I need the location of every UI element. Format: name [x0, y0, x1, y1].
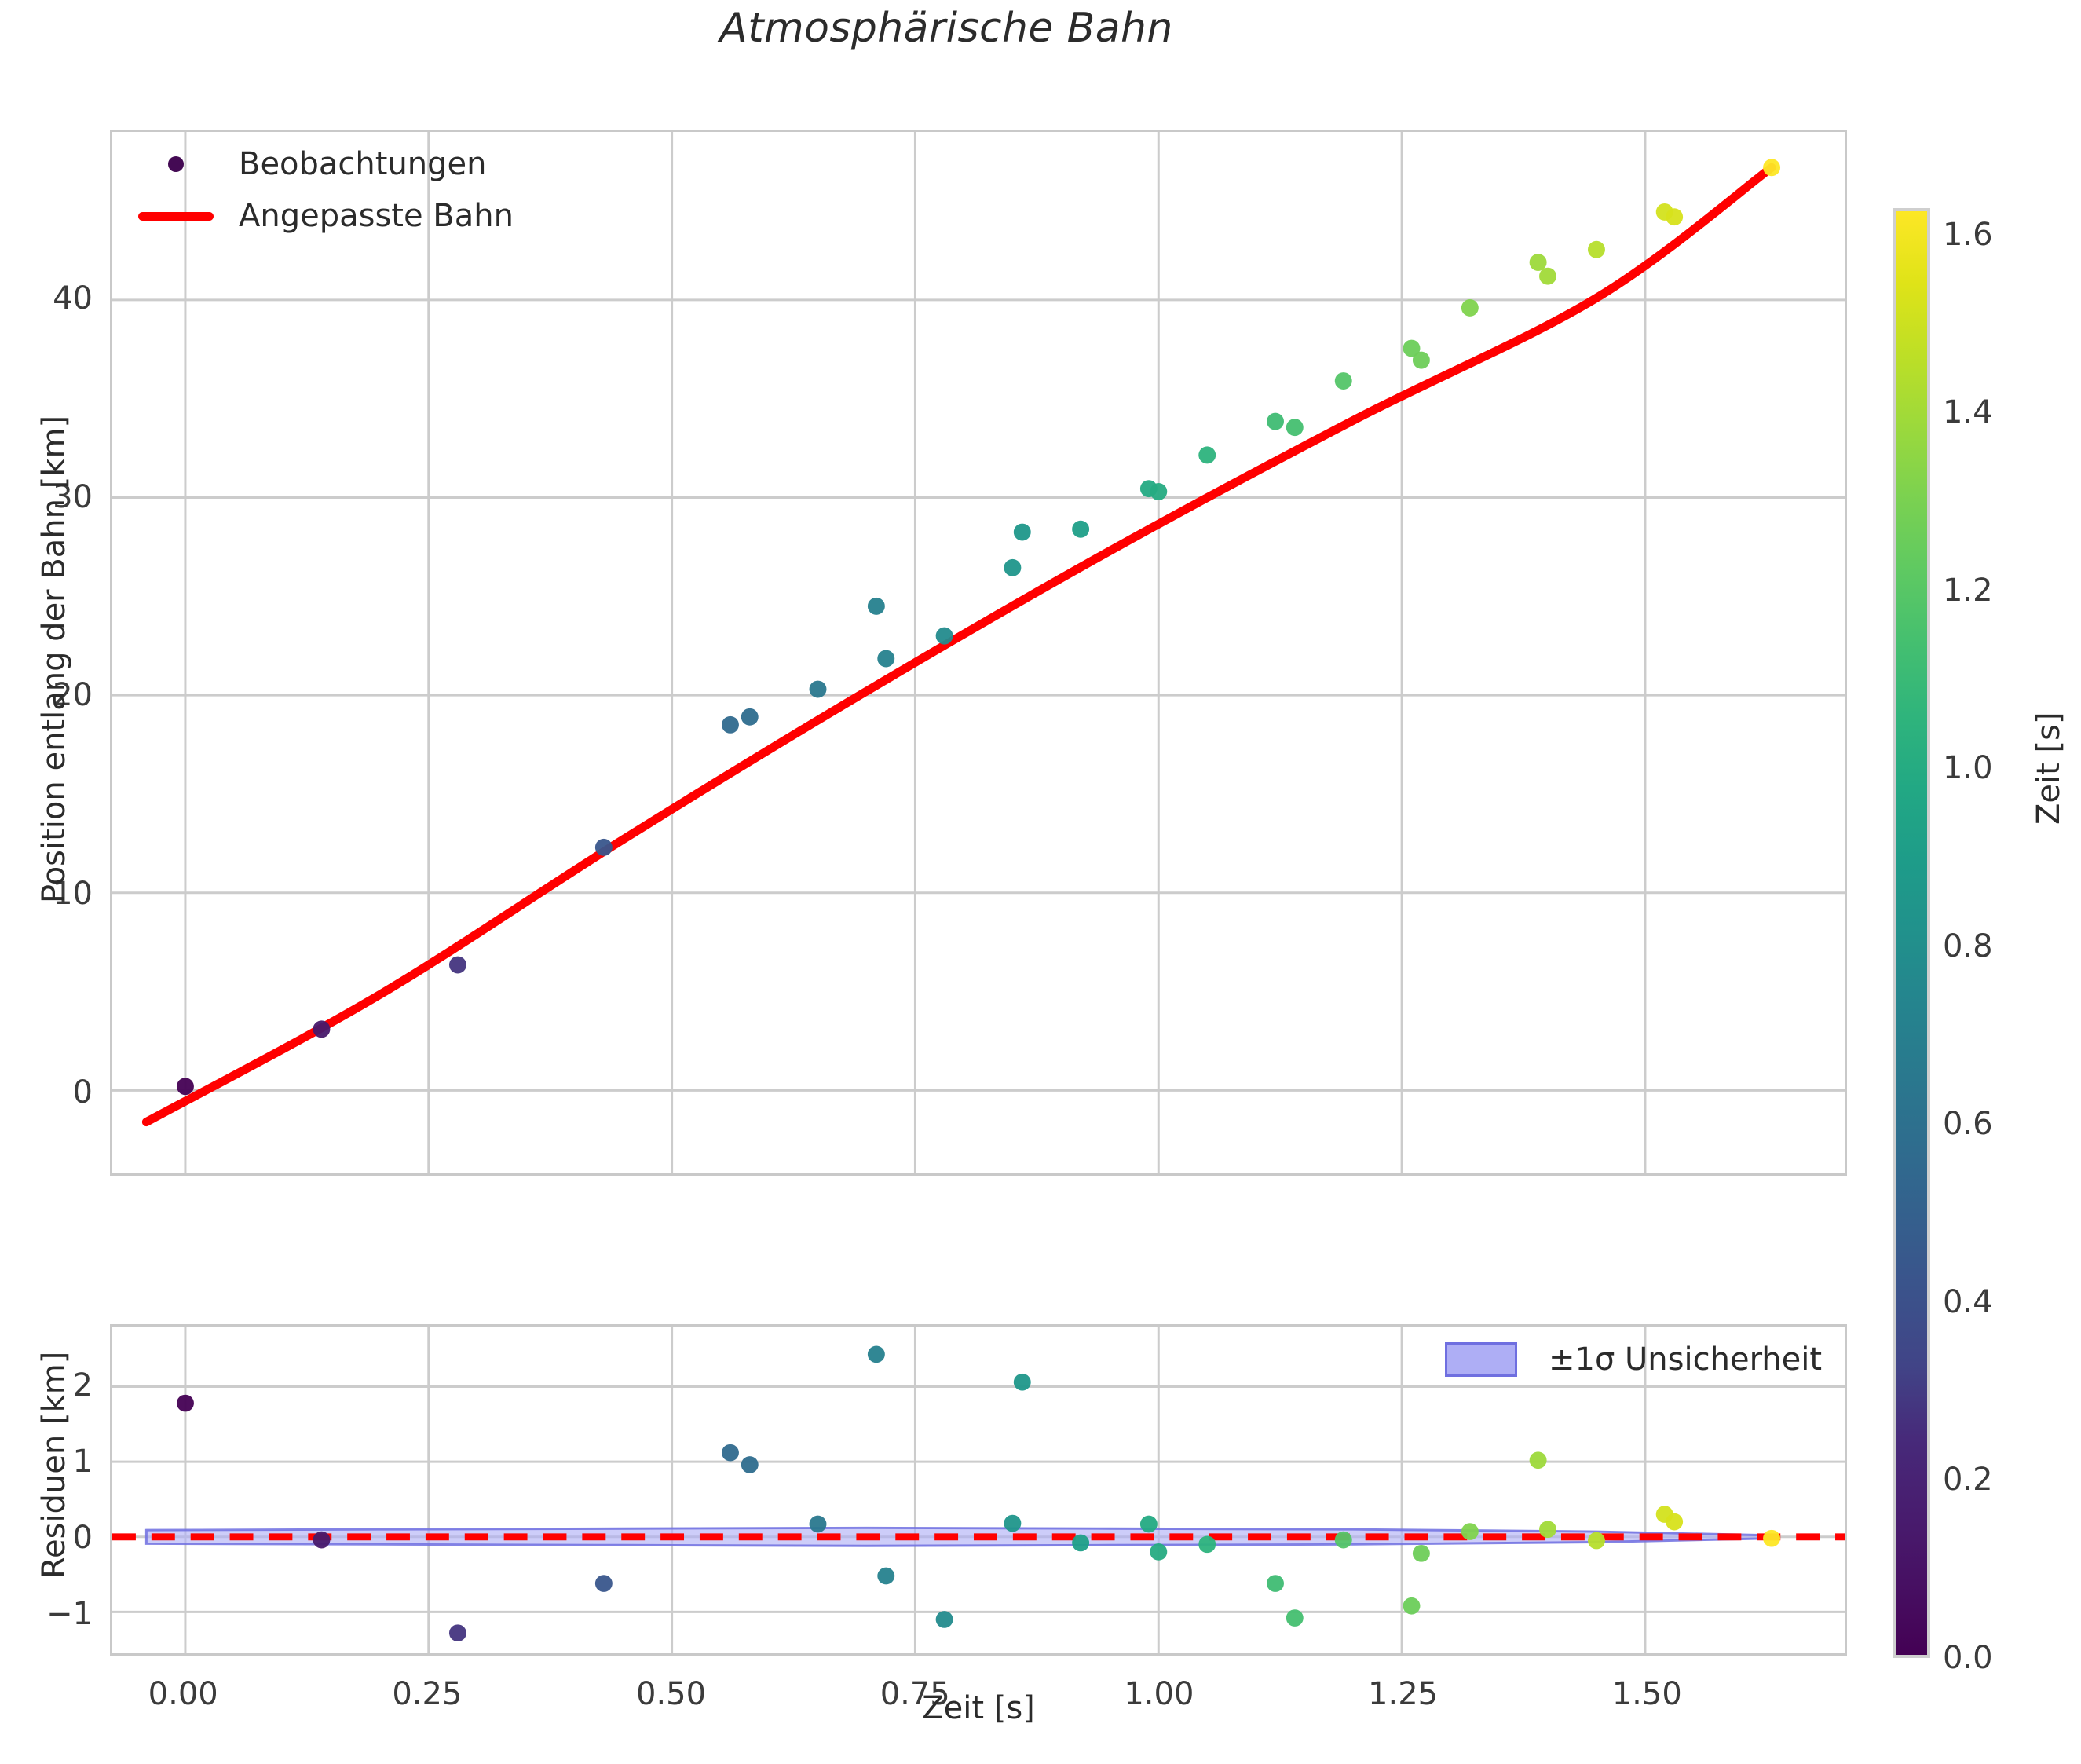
- ytick-label: −1: [46, 1595, 93, 1632]
- colorbar-gradient: [1896, 211, 1927, 1655]
- trajectory-legend: Beobachtungen Angepasste Bahn: [135, 146, 514, 234]
- trajectory-plot-area: [112, 132, 1845, 1173]
- legend-label-fit: Angepasste Bahn: [239, 198, 514, 234]
- residual-plot-area: [112, 1327, 1845, 1653]
- colorbar-tick-label: 1.4: [1943, 394, 1993, 431]
- xtick-label: 0.25: [392, 1676, 463, 1712]
- ytick-label: 20: [53, 677, 93, 714]
- xtick-label: 1.50: [1611, 1676, 1682, 1712]
- legend-item-observations: Beobachtungen: [135, 146, 514, 182]
- ytick-label: 30: [53, 478, 93, 515]
- trajectory-axes: [110, 130, 1847, 1176]
- colorbar-tick-label: 1.2: [1943, 572, 1993, 609]
- colorbar-tick-label: 0.8: [1943, 928, 1993, 964]
- ytick-label: 1: [72, 1443, 93, 1480]
- ytick-label: 10: [53, 876, 93, 913]
- colorbar-title: Zeit [s]: [2031, 712, 2067, 825]
- colorbar-tick-label: 1.0: [1943, 750, 1993, 787]
- ytick-label: 0: [72, 1074, 93, 1111]
- dot-marker-icon: [135, 147, 217, 181]
- colorbar-frame: [1893, 208, 1930, 1658]
- figure-title: Atmosphärische Bahn: [719, 5, 1173, 52]
- colorbar-tick-label: 0.4: [1943, 1283, 1993, 1320]
- legend-label-observations: Beobachtungen: [239, 146, 487, 182]
- ytick-label: 2: [72, 1367, 93, 1404]
- trajectory-ylabel: Position entlang der Bahn [km]: [36, 415, 72, 903]
- ytick-label: 0: [72, 1519, 93, 1556]
- band-patch-icon: [1440, 1342, 1522, 1377]
- legend-item-uncertainty: ±1σ Unsicherheit: [1440, 1341, 1822, 1378]
- legend-item-fit: Angepasste Bahn: [135, 198, 514, 234]
- colorbar-tick-label: 0.2: [1943, 1462, 1993, 1499]
- colorbar: 0.0 0.2 0.4 0.6 0.8 1.0 1.2 1.4 1.6: [1893, 208, 1993, 1676]
- xtick-label: 1.25: [1368, 1676, 1439, 1712]
- residual-axes: [110, 1324, 1847, 1656]
- xtick-label: 0.75: [880, 1676, 950, 1712]
- colorbar-tick-label: 1.6: [1943, 216, 1993, 253]
- xtick-label: 1.00: [1124, 1676, 1194, 1712]
- colorbar-tick-label: 0.0: [1943, 1640, 1993, 1676]
- line-marker-icon: [135, 199, 217, 233]
- residual-legend: ±1σ Unsicherheit: [1440, 1341, 1822, 1378]
- legend-label-uncertainty: ±1σ Unsicherheit: [1549, 1341, 1823, 1378]
- ytick-label: 40: [53, 280, 93, 317]
- xtick-label: 0.50: [636, 1676, 707, 1712]
- xtick-label: 0.00: [148, 1676, 218, 1712]
- residual-ylabel: Residuen [km]: [36, 1351, 72, 1579]
- residual-xlabel: Zeit [s]: [922, 1690, 1035, 1726]
- colorbar-tick-label: 0.6: [1943, 1106, 1993, 1143]
